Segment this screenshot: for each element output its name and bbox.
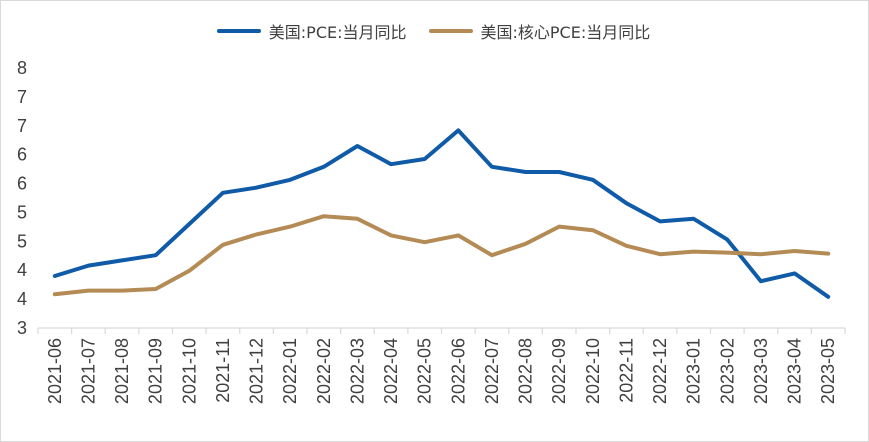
legend-swatch-pce	[216, 29, 261, 33]
y-tick-label: 6	[17, 174, 27, 194]
x-tick-label: 2021-06	[45, 338, 65, 404]
x-tick-label: 2021-11	[213, 338, 233, 403]
x-tick-label: 2022-10	[583, 338, 603, 404]
y-tick-label: 7	[17, 116, 27, 136]
legend-swatch-core-pce	[428, 29, 473, 33]
x-tick-label: 2021-08	[112, 338, 132, 404]
x-tick-label: 2021-09	[146, 338, 166, 404]
y-tick-label: 8	[17, 58, 27, 78]
x-tick-label: 2022-05	[415, 338, 435, 404]
x-tick-label: 2022-03	[347, 338, 367, 404]
x-tick-label: 2022-02	[314, 338, 334, 404]
legend-item-pce: 美国:PCE:当月同比	[216, 19, 407, 43]
x-axis-ticks: 2021-06 2021-07 2021-08 2021-09 2021-10 2021-…	[45, 338, 838, 404]
x-tick-label: 2021-12	[247, 338, 267, 404]
x-tick-label: 2021-10	[179, 338, 199, 404]
x-tick-label: 2023-01	[684, 338, 704, 404]
series-line-pce	[52, 128, 831, 299]
x-tick-label: 2023-05	[818, 338, 838, 404]
legend-item-core-pce: 美国:核心PCE:当月同比	[428, 19, 651, 43]
y-tick-label: 4	[17, 289, 27, 309]
legend: 美国:PCE:当月同比 美国:核心PCE:当月同比	[0, 18, 867, 44]
legend-label-core-pce: 美国:核心PCE:当月同比	[480, 23, 651, 42]
y-axis-ticks: 3 4 4 5 5 6 6 7 7 8	[17, 58, 27, 338]
y-tick-label: 3	[17, 318, 27, 338]
x-tick-label: 2022-06	[448, 338, 468, 404]
x-tick-label: 2022-07	[482, 338, 502, 404]
y-tick-label: 5	[17, 231, 27, 251]
x-tick-label: 2022-04	[381, 338, 401, 404]
y-tick-label: 7	[17, 87, 27, 107]
x-tick-label: 2022-01	[280, 338, 300, 404]
x-tick-label: 2021-07	[78, 338, 98, 404]
x-tick-label: 2023-04	[785, 338, 805, 404]
series-line-core-pce	[52, 214, 831, 297]
x-tick-label: 2023-03	[751, 338, 771, 404]
x-tick-label: 2023-02	[717, 338, 737, 404]
x-tick-label: 2022-08	[516, 338, 536, 404]
x-tick-label: 2022-11	[616, 338, 636, 403]
x-tick-label: 2022-09	[549, 338, 569, 404]
x-axis-tick-marks	[37, 328, 846, 334]
legend-label-pce: 美国:PCE:当月同比	[268, 23, 407, 42]
y-tick-label: 6	[17, 145, 27, 165]
y-tick-label: 4	[17, 260, 27, 280]
x-tick-label: 2022-12	[650, 338, 670, 404]
series-lines	[52, 128, 831, 299]
y-tick-label: 5	[17, 202, 27, 222]
